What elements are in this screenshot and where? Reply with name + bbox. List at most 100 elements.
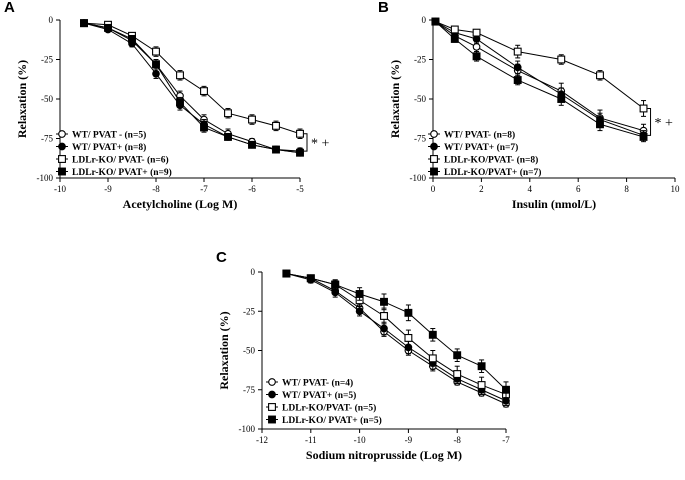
y-tick-label: -100 xyxy=(37,173,54,183)
series-line xyxy=(83,22,301,154)
data-point xyxy=(128,35,136,43)
x-tick-label: -7 xyxy=(200,184,208,194)
legend-marker xyxy=(268,390,276,399)
y-axis-label: Relaxation (%) xyxy=(15,60,29,138)
x-axis-label: Insulin (nmol/L) xyxy=(512,197,596,211)
legend-marker xyxy=(58,167,66,176)
x-tick-label: 8 xyxy=(624,184,629,194)
data-point xyxy=(639,132,648,141)
data-point xyxy=(380,297,388,306)
data-point xyxy=(513,63,522,72)
data-point xyxy=(331,288,340,297)
legend-marker xyxy=(268,415,276,424)
y-tick-label: -100 xyxy=(239,424,256,434)
series-3 xyxy=(80,19,304,139)
data-point xyxy=(453,370,462,378)
y-tick-label: 0 xyxy=(422,15,427,25)
data-point xyxy=(557,95,566,103)
significance-annotation: * + xyxy=(655,116,674,131)
y-axis-label: Relaxation (%) xyxy=(217,311,231,389)
data-point xyxy=(513,47,522,56)
y-tick-label: -50 xyxy=(41,94,53,104)
legend-marker xyxy=(430,130,438,138)
y-tick-label: -50 xyxy=(414,94,426,104)
legend-label: WT/ PVAT+ (n=5) xyxy=(282,390,356,401)
data-point xyxy=(355,290,364,298)
series-line xyxy=(435,21,644,138)
data-point xyxy=(404,308,413,317)
data-point xyxy=(176,98,184,107)
panel-letter: A xyxy=(4,0,15,16)
data-point xyxy=(502,385,510,394)
legend-label: LDLr-KO/PVAT+ (n=7) xyxy=(444,167,541,178)
chart-panel-c: C 0 -25 -50 -75 -100-12 -11 -10 -9 -8 -7 Sodium nit… xyxy=(216,249,510,462)
data-point xyxy=(80,19,88,28)
x-tick-label: 6 xyxy=(576,184,581,194)
y-tick-label: -75 xyxy=(414,134,426,144)
panel-letter: C xyxy=(216,249,227,266)
y-tick-label: -100 xyxy=(410,173,427,183)
legend-label: LDLr-KO/ PVAT+ (n=5) xyxy=(282,415,382,426)
legend-label: LDLr-KO/PVAT- (n=5) xyxy=(282,403,376,414)
legend-label: LDLr-KO/ PVAT- (n=6) xyxy=(72,155,169,166)
data-point xyxy=(596,120,604,129)
data-point xyxy=(200,87,208,96)
data-point xyxy=(272,145,280,154)
series-line xyxy=(286,273,507,391)
data-point xyxy=(380,324,388,333)
chart-panel-a: A 0 -25 -50 -75 -100-10 -9 -8 -7 -6 -5 Acetylcholin… xyxy=(4,0,330,211)
data-point xyxy=(477,381,486,389)
x-tick-label: -8 xyxy=(453,435,461,445)
panel-letter: B xyxy=(378,0,389,16)
data-point xyxy=(200,123,208,132)
x-tick-label: -7 xyxy=(502,435,510,445)
x-axis-label: Sodium nitroprusside (Log M) xyxy=(306,448,462,462)
legend: WT/ PVAT- (n=8)WT/ PVAT+ (n=7) LDLr-KO/PV… xyxy=(428,130,541,178)
data-point xyxy=(450,35,459,43)
data-point xyxy=(513,76,522,84)
data-point xyxy=(596,71,604,80)
legend: WT/ PVAT - (n=5)WT/ PVAT+ (n=8) LDLr-KO/ … xyxy=(56,130,172,178)
significance-bracket xyxy=(647,107,652,136)
series-line xyxy=(83,22,301,135)
legend: WT/ PVAT- (n=4)WT/ PVAT+ (n=5) LDLr-KO/PV… xyxy=(266,378,382,426)
data-point xyxy=(224,132,232,141)
legend-marker xyxy=(268,403,276,411)
legend-marker xyxy=(268,378,276,386)
x-tick-label: 0 xyxy=(431,184,436,194)
data-point xyxy=(248,140,256,149)
series-line xyxy=(83,22,301,154)
series-4 xyxy=(431,17,648,143)
series-3 xyxy=(431,17,648,117)
x-tick-label: -9 xyxy=(104,184,112,194)
data-point xyxy=(152,60,160,69)
series-4 xyxy=(282,269,510,399)
series-4 xyxy=(80,19,304,157)
data-point xyxy=(152,69,160,78)
legend-label: WT/ PVAT- (n=4) xyxy=(282,378,353,389)
data-point xyxy=(224,109,232,118)
series-line xyxy=(286,273,507,395)
data-point xyxy=(272,121,280,130)
data-point xyxy=(450,25,459,34)
chart-panel-b: B 0 -25 -50 -75 -100 0 2 4 6 8 10 Insulin (nmol/L) Re… xyxy=(378,0,680,211)
legend-label: WT/ PVAT- (n=8) xyxy=(444,130,515,141)
x-tick-label: -8 xyxy=(152,184,160,194)
series-1 xyxy=(431,17,648,138)
data-point xyxy=(355,307,364,316)
series-line xyxy=(435,21,644,136)
y-axis-label: Relaxation (%) xyxy=(388,60,402,138)
x-axis-label: Acetylcholine (Log M) xyxy=(123,197,238,211)
y-tick-label: -25 xyxy=(414,55,426,65)
data-point xyxy=(380,312,388,320)
data-point xyxy=(472,43,481,51)
data-point xyxy=(431,17,440,26)
legend-label: WT/ PVAT+ (n=8) xyxy=(72,142,146,153)
legend-marker xyxy=(430,155,438,163)
x-tick-label: -10 xyxy=(54,184,66,194)
x-tick-label: -12 xyxy=(256,435,268,445)
data-point xyxy=(428,330,437,339)
data-point xyxy=(477,362,486,371)
legend-label: LDLr-KO/ PVAT+ (n=9) xyxy=(72,167,172,178)
